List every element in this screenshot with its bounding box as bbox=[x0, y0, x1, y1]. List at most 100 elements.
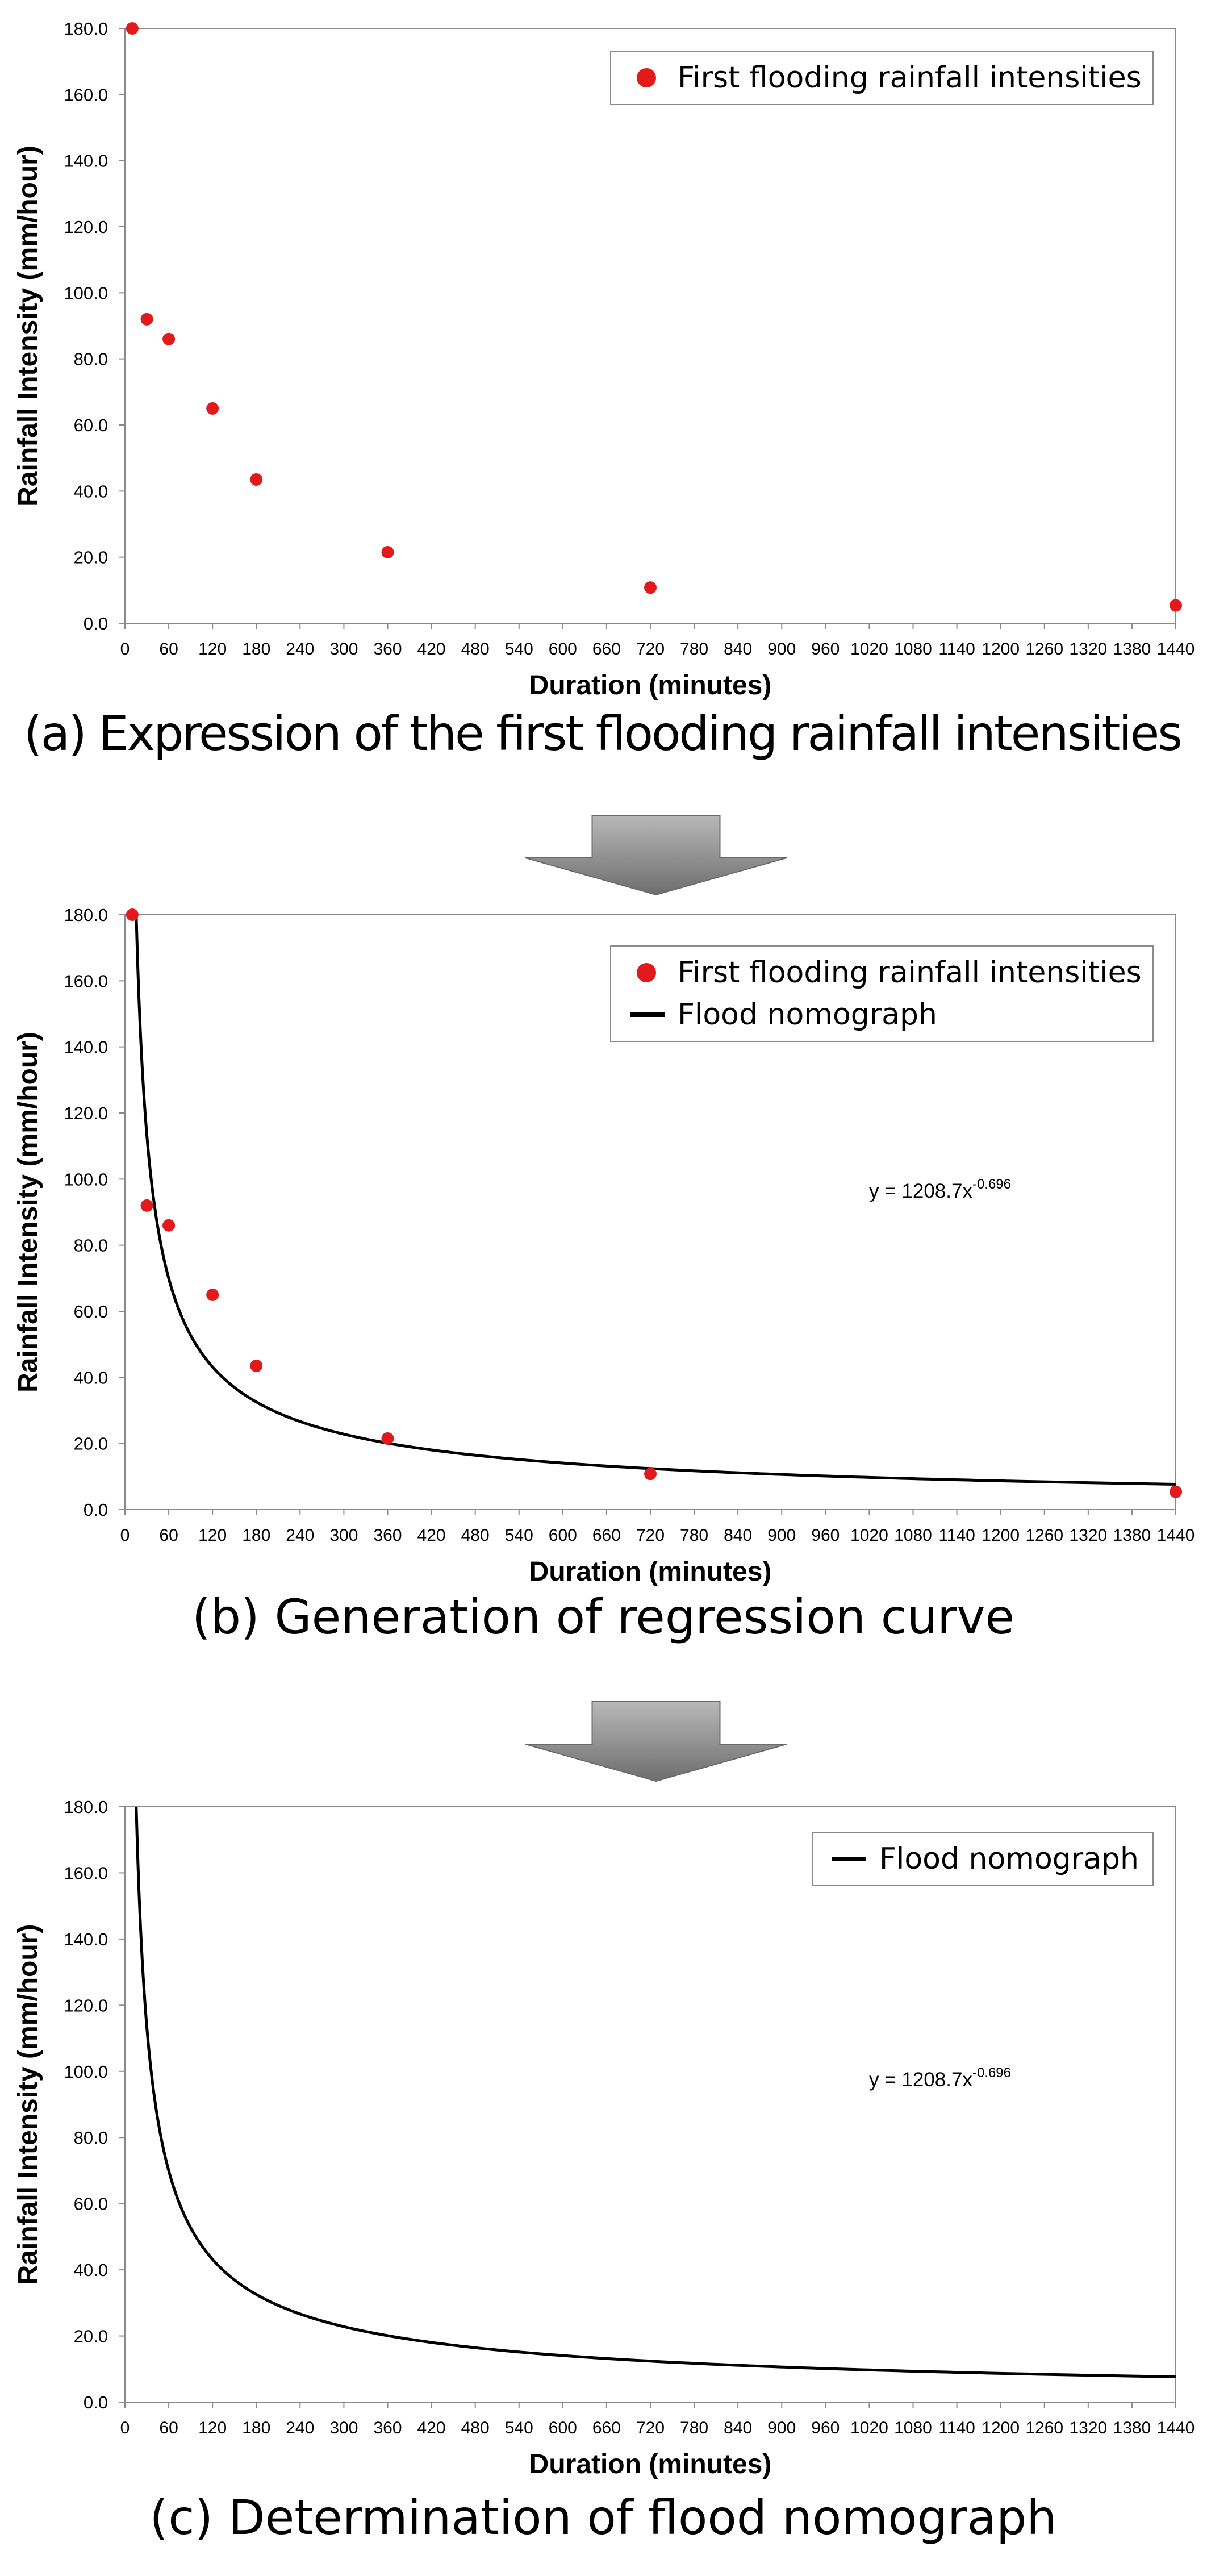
x-tick-label: 180 bbox=[242, 640, 270, 658]
x-tick-label: 540 bbox=[505, 1526, 533, 1545]
y-tick-label: 60.0 bbox=[74, 2194, 108, 2214]
y-tick-label: 180.0 bbox=[64, 1797, 108, 1817]
x-tick-label: 480 bbox=[461, 1526, 490, 1545]
y-tick-label: 80.0 bbox=[74, 349, 108, 369]
x-tick-label: 1140 bbox=[938, 640, 975, 658]
x-tick-label: 1260 bbox=[1025, 2419, 1063, 2437]
legend-entry-label: Flood nomograph bbox=[678, 998, 937, 1032]
x-tick-label: 1440 bbox=[1157, 2419, 1195, 2437]
y-tick-label: 180.0 bbox=[64, 19, 108, 39]
x-tick-label: 360 bbox=[373, 640, 402, 658]
x-tick-label: 1200 bbox=[982, 1526, 1020, 1545]
y-tick-label: 0.0 bbox=[83, 1500, 108, 1520]
x-tick-label: 1140 bbox=[938, 1526, 975, 1545]
regression-equation: y = 1208.7x-0.696 bbox=[869, 1177, 1011, 1202]
y-tick-label: 140.0 bbox=[64, 1037, 108, 1057]
x-tick-label: 1440 bbox=[1157, 1526, 1195, 1545]
y-tick-label: 20.0 bbox=[74, 2327, 108, 2346]
y-tick-label: 40.0 bbox=[74, 1368, 108, 1387]
x-tick-label: 780 bbox=[680, 1526, 708, 1545]
x-tick-label: 1080 bbox=[894, 640, 932, 658]
y-tick-label: 160.0 bbox=[64, 1863, 108, 1883]
x-tick-label: 960 bbox=[811, 640, 840, 658]
x-tick-label: 960 bbox=[811, 1526, 840, 1545]
y-axis-title: Rainfall Intensity (mm/hour) bbox=[13, 1924, 43, 2285]
legend-marker-points bbox=[637, 963, 656, 982]
figure-caption: (a) Expression of the first flooding rai… bbox=[24, 706, 1183, 761]
x-tick-label: 240 bbox=[286, 1526, 314, 1545]
x-tick-label: 60 bbox=[159, 640, 178, 658]
chart-b: 0.0 20.0 40.0 60.0 80.0 100.0 120.0 140.0 160.0 1… bbox=[13, 905, 1195, 1645]
x-tick-label: 900 bbox=[767, 1526, 796, 1545]
legend-box bbox=[610, 945, 1154, 1042]
x-tick-label: 0 bbox=[120, 1526, 130, 1545]
x-tick-label: 1260 bbox=[1025, 1526, 1063, 1545]
x-tick-label: 240 bbox=[286, 2419, 314, 2437]
x-tick-label: 660 bbox=[592, 2419, 621, 2437]
chart-c: 0.0 20.0 40.0 60.0 80.0 100.0 120.0 140.0 160.0 1… bbox=[13, 1797, 1195, 2545]
y-tick-label: 0.0 bbox=[83, 2392, 108, 2412]
y-tick-label: 100.0 bbox=[64, 2062, 108, 2082]
x-tick-label: 360 bbox=[373, 1526, 402, 1545]
x-tick-label: 0 bbox=[120, 640, 130, 658]
y-tick-label: 80.0 bbox=[74, 2128, 108, 2148]
x-tick-label: 480 bbox=[461, 2419, 490, 2437]
legend-entry-label: First flooding rainfall intensities bbox=[678, 61, 1142, 95]
y-tick-label: 160.0 bbox=[64, 971, 108, 991]
x-axis-title: Duration (minutes) bbox=[529, 1557, 772, 1587]
x-tick-label: 1260 bbox=[1025, 640, 1063, 658]
legend-box bbox=[812, 1832, 1154, 1886]
y-axis-title: Rainfall Intensity (mm/hour) bbox=[13, 145, 43, 506]
x-tick-label: 960 bbox=[811, 2419, 840, 2437]
y-axis-title: Rainfall Intensity (mm/hour) bbox=[13, 1032, 43, 1393]
x-tick-label: 1320 bbox=[1069, 1526, 1107, 1545]
x-tick-label: 1380 bbox=[1113, 640, 1151, 658]
x-tick-label: 180 bbox=[242, 2419, 270, 2437]
y-tick-label: 100.0 bbox=[64, 283, 108, 303]
data-point bbox=[162, 332, 176, 345]
x-tick-label: 420 bbox=[417, 640, 446, 658]
x-tick-label: 780 bbox=[680, 2419, 708, 2437]
x-tick-label: 600 bbox=[549, 2419, 577, 2437]
y-tick-label: 0.0 bbox=[83, 614, 108, 633]
x-tick-label: 840 bbox=[724, 2419, 752, 2437]
x-tick-label: 1380 bbox=[1113, 2419, 1151, 2437]
x-tick-label: 1380 bbox=[1113, 1526, 1151, 1545]
y-tick-label: 80.0 bbox=[74, 1236, 108, 1256]
y-tick-label: 40.0 bbox=[74, 2260, 108, 2280]
x-tick-label: 1020 bbox=[850, 2419, 888, 2437]
data-point bbox=[140, 312, 153, 326]
figure-caption: (c) Determination of flood nomograph bbox=[149, 2490, 1056, 2545]
y-tick-label: 120.0 bbox=[64, 1103, 108, 1123]
x-tick-label: 300 bbox=[329, 1526, 358, 1545]
x-tick-label: 180 bbox=[242, 1526, 270, 1545]
data-point bbox=[162, 1219, 176, 1232]
x-tick-label: 240 bbox=[286, 640, 314, 658]
y-tick-label: 140.0 bbox=[64, 1929, 108, 1949]
y-tick-label: 180.0 bbox=[64, 905, 108, 925]
legend: First flooding rainfall intensities Flood… bbox=[610, 945, 1154, 1042]
x-tick-label: 120 bbox=[198, 640, 227, 658]
arrows-layer bbox=[525, 815, 787, 1782]
y-tick-label: 120.0 bbox=[64, 1995, 108, 2015]
x-tick-label: 120 bbox=[198, 2419, 227, 2437]
x-tick-label: 840 bbox=[724, 1526, 752, 1545]
data-point bbox=[206, 1288, 219, 1301]
x-tick-label: 120 bbox=[198, 1526, 227, 1545]
down-arrow-icon bbox=[525, 1701, 787, 1782]
y-tick-label: 20.0 bbox=[74, 1434, 108, 1454]
data-point bbox=[250, 473, 263, 486]
legend: Flood nomograph bbox=[812, 1832, 1154, 1886]
data-point bbox=[381, 1432, 394, 1445]
legend-box bbox=[610, 51, 1154, 105]
data-point bbox=[644, 1468, 657, 1481]
legend: First flooding rainfall intensities bbox=[610, 51, 1154, 105]
x-tick-label: 60 bbox=[159, 1526, 178, 1545]
x-tick-label: 480 bbox=[461, 640, 490, 658]
x-tick-label: 720 bbox=[636, 640, 665, 658]
down-arrow-icon bbox=[525, 815, 787, 896]
series-line-flood-nomograph bbox=[135, 915, 1176, 1486]
y-tick-label: 60.0 bbox=[74, 415, 108, 435]
y-tick-label: 140.0 bbox=[64, 151, 108, 171]
